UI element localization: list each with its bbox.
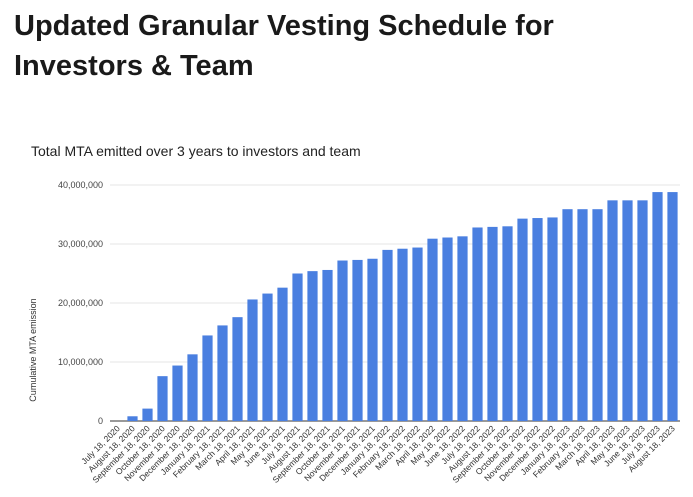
bar [442, 237, 453, 421]
bar [412, 247, 423, 421]
chart-title: Total MTA emitted over 3 years to invest… [31, 143, 361, 159]
bar [472, 227, 483, 421]
bar [157, 376, 168, 421]
bar [127, 416, 138, 421]
y-axis-label: Cumulative MTA emission [28, 298, 38, 401]
bar [622, 200, 633, 421]
bar [307, 271, 318, 421]
bar [397, 248, 408, 421]
bar [487, 226, 498, 421]
y-tick-label: 30,000,000 [58, 239, 103, 249]
bar [547, 217, 558, 421]
bar [292, 273, 303, 421]
bar [232, 317, 243, 421]
bar [532, 218, 543, 421]
chart-svg: Total MTA emitted over 3 years to invest… [28, 143, 680, 485]
bar [652, 192, 663, 421]
bar [277, 287, 288, 421]
bar [382, 249, 393, 421]
bar [337, 260, 348, 421]
bar [367, 258, 378, 421]
bar [187, 354, 198, 421]
y-tick-label: 40,000,000 [58, 180, 103, 190]
y-axis-ticks: 0 10,000,000 20,000,000 30,000,000 40,000,00… [58, 180, 103, 426]
bar [202, 335, 213, 421]
bars [127, 192, 678, 421]
bar [577, 209, 588, 421]
bar [637, 200, 648, 421]
bar [172, 365, 183, 421]
bar [217, 325, 228, 421]
y-tick-label: 0 [98, 416, 103, 426]
bar [517, 218, 528, 421]
bar [592, 209, 603, 421]
bar [562, 209, 573, 421]
bar [262, 293, 273, 421]
vesting-chart: Total MTA emitted over 3 years to invest… [0, 130, 693, 497]
bar [427, 238, 438, 421]
bar [607, 200, 618, 421]
bar [667, 192, 678, 421]
bar [322, 269, 333, 421]
bar [142, 408, 153, 421]
page-heading: Updated Granular Vesting Schedule for In… [14, 10, 554, 82]
y-tick-label: 10,000,000 [58, 357, 103, 367]
bar [352, 259, 363, 421]
bar [502, 226, 513, 421]
y-tick-label: 20,000,000 [58, 298, 103, 308]
bar [457, 236, 468, 421]
bar [247, 299, 258, 421]
